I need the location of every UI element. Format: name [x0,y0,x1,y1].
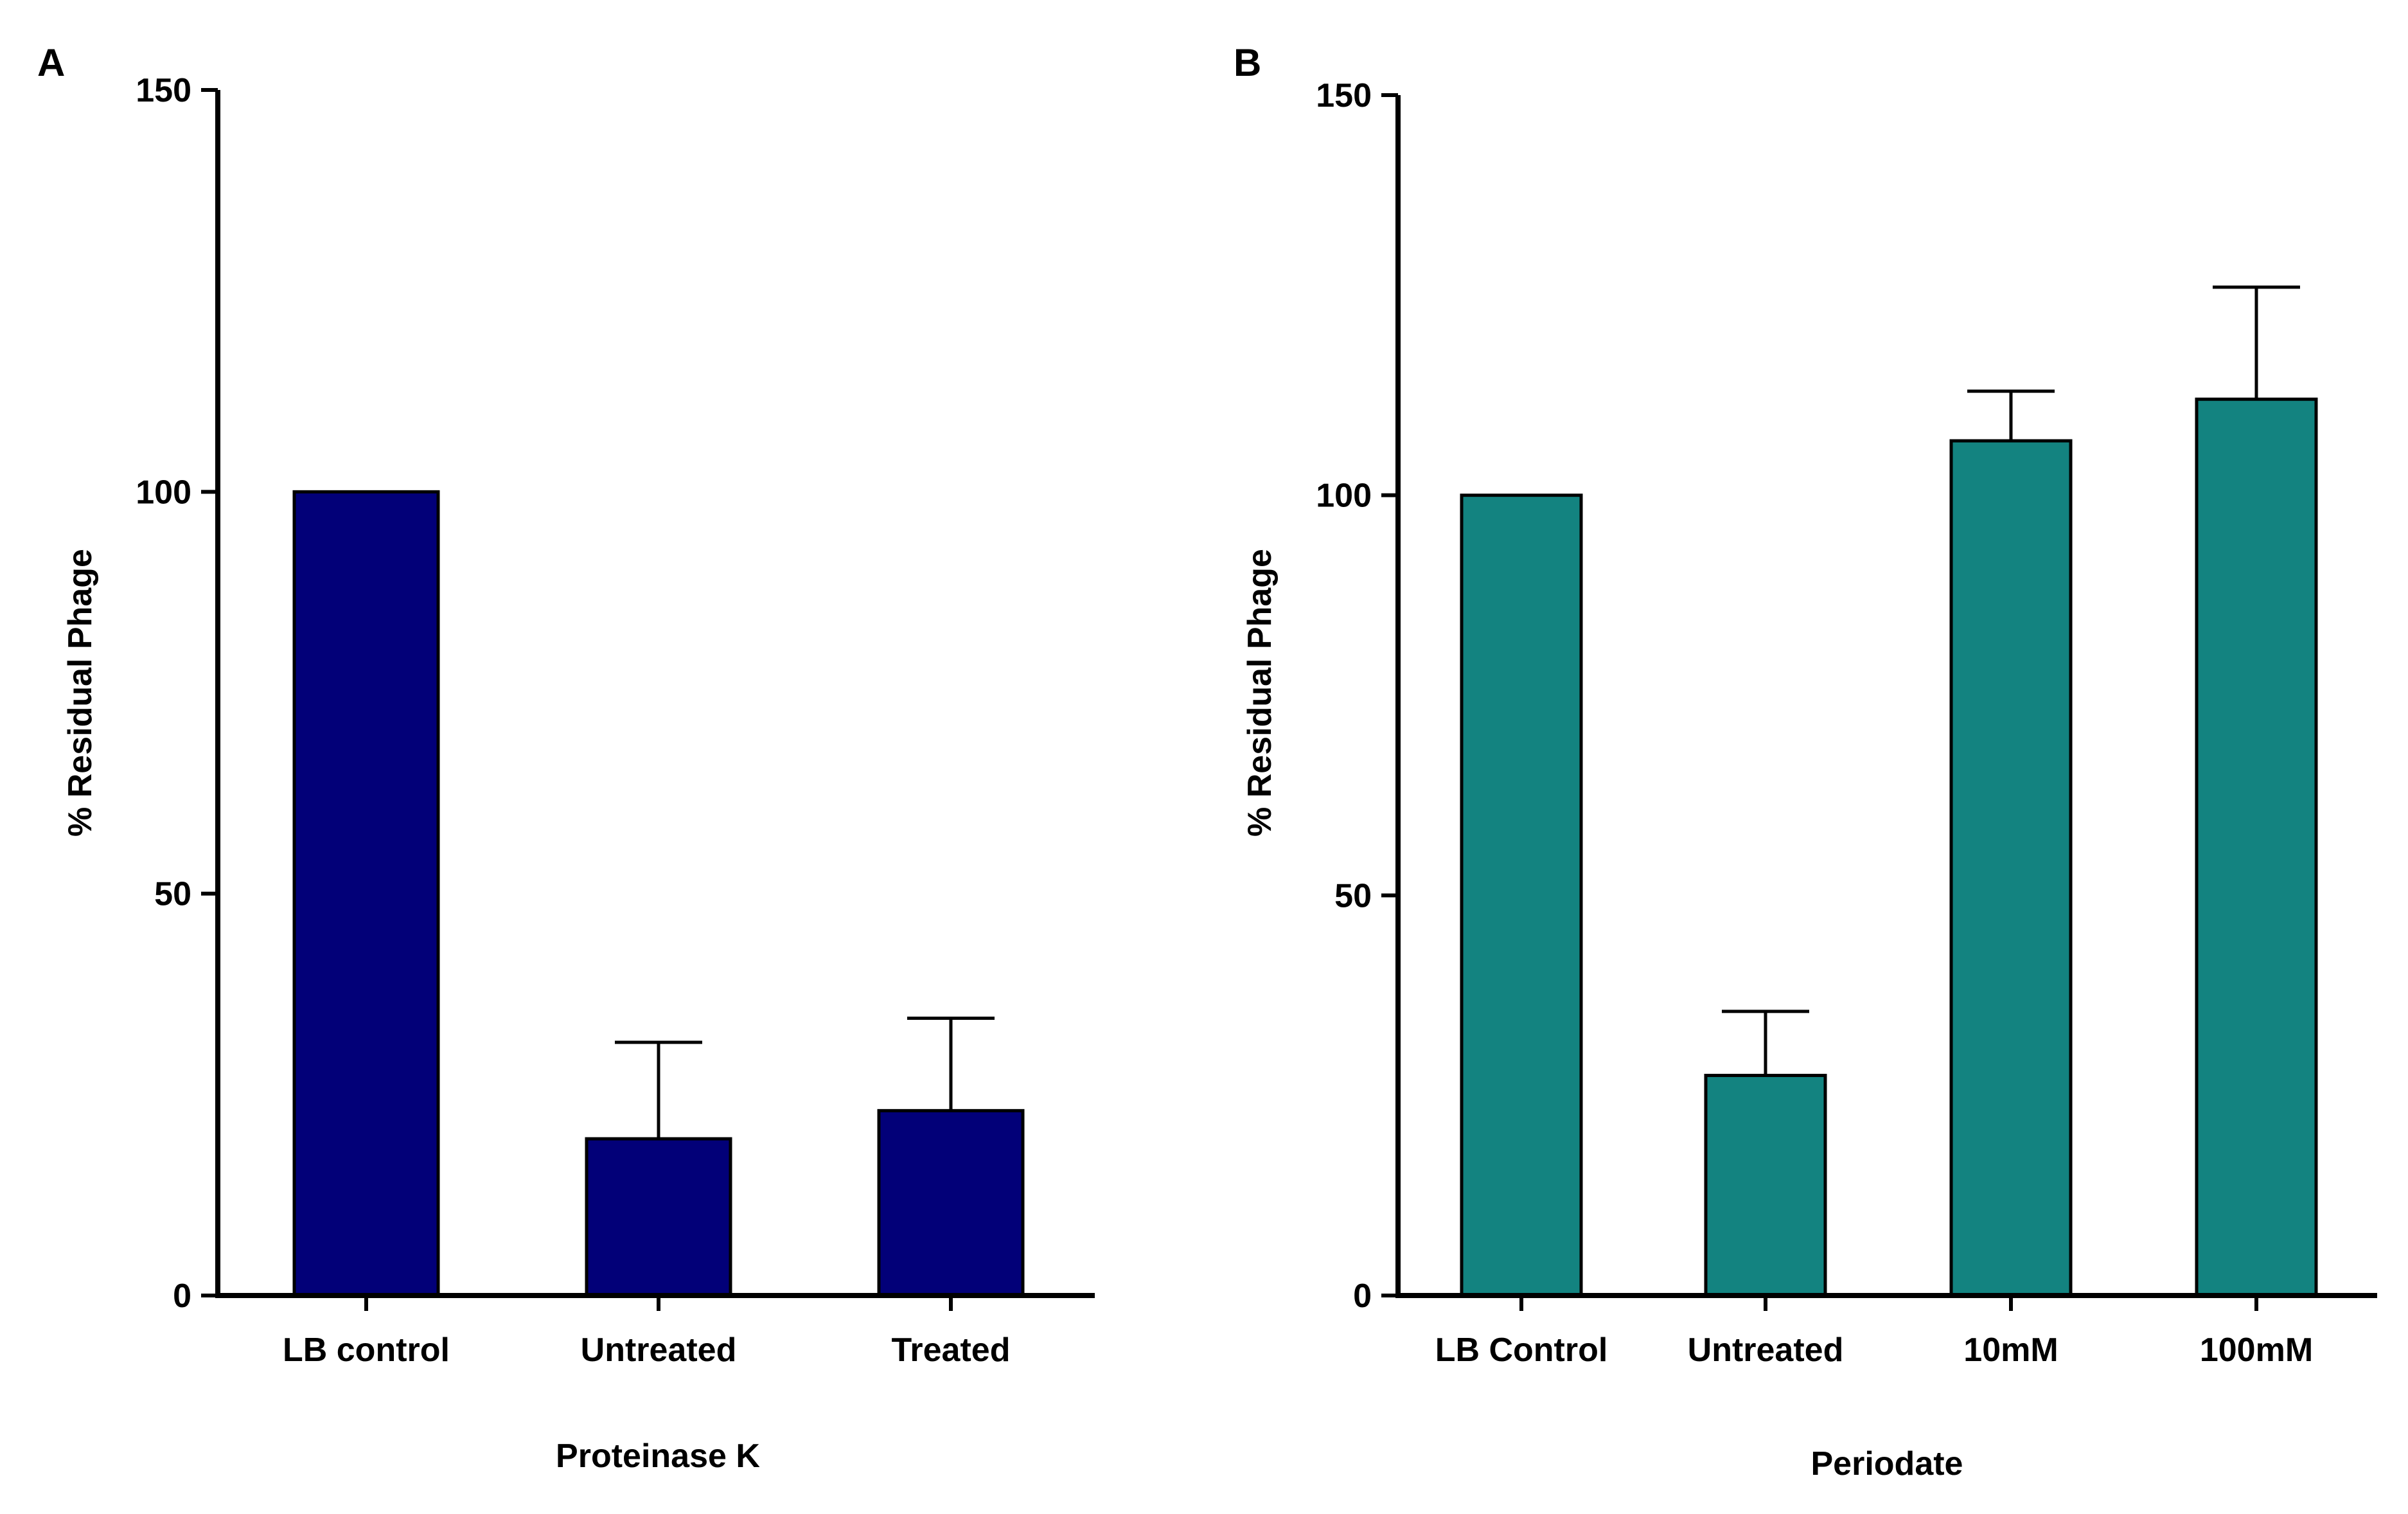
bar-b-1 [1704,1074,1827,1297]
category-label-a-0: LB control [283,1331,450,1369]
panel-label-a: A [37,41,65,84]
category-label-b-3: 100mM [2200,1331,2313,1369]
bar-a-1 [585,1137,732,1297]
panel-a: A 0 50 100 150 LB control Untreated Treated %… [37,41,1095,1475]
panel-b: B 0 50 100 150 LB Control Untreated 10mM 100mM… [1234,41,2377,1483]
error-bar-b-2 [1967,389,2055,441]
y-tick-label-b-0: 0 [1353,1278,1372,1315]
category-label-b-0: LB Control [1435,1331,1608,1369]
x-axis-title-a: Proteinase K [556,1438,760,1475]
panel-label-b: B [1234,41,1261,84]
bar-b-2 [1949,439,2073,1297]
y-tick-label-b-2: 100 [1316,477,1372,515]
y-tick-label-a-2: 100 [136,474,191,511]
error-bar-b-3 [2213,285,2300,400]
y-tick-label-a-3: 150 [136,72,191,109]
error-bar-a-2 [907,1017,995,1111]
y-tick-label-b-3: 150 [1316,77,1372,114]
bar-a-0 [292,490,440,1297]
error-bar-b-1 [1722,1010,1809,1076]
y-tick-label-a-0: 0 [173,1278,191,1315]
y-tick-label-a-1: 50 [154,876,191,913]
category-label-b-1: Untreated [1688,1331,1844,1369]
error-bar-a-1 [615,1040,702,1139]
category-label-b-2: 10mM [1963,1331,2058,1369]
bar-b-0 [1460,494,1583,1297]
y-tick-label-b-1: 50 [1334,877,1372,914]
y-axis-title-b: % Residual Phage [1241,549,1279,837]
bar-b-3 [2195,397,2318,1297]
category-label-a-2: Treated [892,1331,1011,1369]
category-label-a-1: Untreated [581,1331,737,1369]
x-axis-title-b: Periodate [1811,1445,1963,1483]
bar-a-2 [877,1109,1025,1297]
y-axis-title-a: % Residual Phage [62,549,99,837]
